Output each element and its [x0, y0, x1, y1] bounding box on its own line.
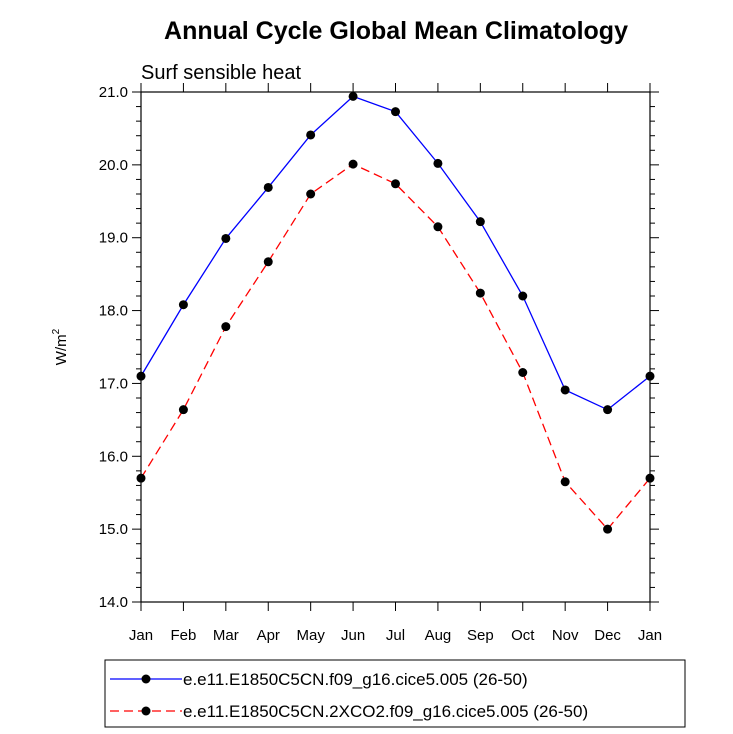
- x-axis-tick-labels: Jan Feb Mar Apr May Jun Jul Aug Sep Oct Nov Dec Jan: [129, 627, 662, 644]
- series-2-point: [475, 288, 485, 298]
- series-line-1: [140, 95, 651, 411]
- y-axis-ticks: [132, 91, 659, 603]
- legend-marker-1: [141, 674, 151, 684]
- series-2-point: [348, 159, 358, 169]
- legend-entries: e.e11.E1850C5CN.f09_g16.cice5.005 (26-50…: [110, 670, 588, 721]
- x-tick-label: Jul: [386, 627, 405, 644]
- series-2-point: [221, 322, 231, 332]
- y-tick-label: 18.0: [99, 303, 128, 320]
- series-2-point: [433, 222, 443, 232]
- chart-subtitle: Surf sensible heat: [141, 62, 302, 84]
- x-tick-label: Aug: [425, 627, 452, 644]
- series-1-point: [433, 158, 443, 168]
- series-1-point: [263, 182, 273, 192]
- y-tick-label: 19.0: [99, 230, 128, 247]
- series-1-point: [348, 91, 358, 101]
- series-1-point: [136, 371, 146, 381]
- series-2-point: [645, 473, 655, 483]
- x-tick-label: Jan: [129, 627, 153, 644]
- x-tick-label: Feb: [170, 627, 196, 644]
- x-tick-label: Sep: [467, 627, 494, 644]
- x-tick-label: Oct: [511, 627, 535, 644]
- series-1-point: [518, 291, 528, 301]
- series-1-point: [560, 385, 570, 395]
- x-tick-label: Jun: [341, 627, 365, 644]
- y-tick-label: 20.0: [99, 157, 128, 174]
- y-tick-label: 16.0: [99, 448, 128, 465]
- y-axis-label-text: W/m: [53, 334, 70, 365]
- y-tick-label: 17.0: [99, 375, 128, 392]
- series-1-point: [391, 107, 400, 117]
- series-2-point: [391, 179, 400, 189]
- series-layer: [136, 91, 655, 534]
- series-2-point: [518, 368, 528, 377]
- x-tick-label: Mar: [213, 627, 239, 644]
- x-tick-label: Apr: [257, 627, 280, 644]
- series-2-point: [603, 524, 613, 534]
- x-tick-label: Jan: [638, 627, 662, 644]
- series-2-point: [263, 257, 273, 267]
- chart-title: Annual Cycle Global Mean Climatology: [164, 17, 628, 45]
- series-1-point: [645, 371, 655, 381]
- series-2-point: [306, 189, 316, 199]
- series-1-point: [178, 300, 188, 310]
- series-line-2: [140, 163, 651, 531]
- x-tick-label: Dec: [594, 627, 621, 644]
- legend-label-1: e.e11.E1850C5CN.f09_g16.cice5.005 (26-50…: [183, 670, 528, 689]
- series-1-point: [306, 130, 316, 140]
- y-tick-label: 14.0: [99, 594, 128, 611]
- y-axis-label-superscript: 2: [51, 328, 62, 334]
- y-tick-label: 15.0: [99, 521, 128, 538]
- y-tick-label: 21.0: [99, 84, 128, 101]
- series-2-point: [136, 473, 146, 483]
- y-axis-tick-labels: 14.0 15.0 16.0 17.0 18.0 19.0 20.0 21.0: [99, 84, 128, 611]
- series-2-point: [178, 405, 188, 415]
- series-2-point: [560, 477, 570, 487]
- legend-label-2: e.e11.E1850C5CN.2XCO2.f09_g16.cice5.005 …: [183, 702, 588, 721]
- legend: e.e11.E1850C5CN.f09_g16.cice5.005 (26-50…: [104, 659, 686, 728]
- x-tick-label: May: [296, 627, 325, 644]
- legend-box: [104, 659, 686, 728]
- series-1-point: [603, 405, 613, 415]
- x-tick-label: Nov: [552, 627, 579, 644]
- series-1-point: [221, 233, 231, 243]
- y-axis-label: W/m2: [51, 328, 70, 365]
- legend-marker-2: [141, 706, 151, 716]
- series-1-point: [475, 217, 485, 227]
- plot-frame: [140, 91, 651, 603]
- x-axis-ticks: [140, 83, 651, 611]
